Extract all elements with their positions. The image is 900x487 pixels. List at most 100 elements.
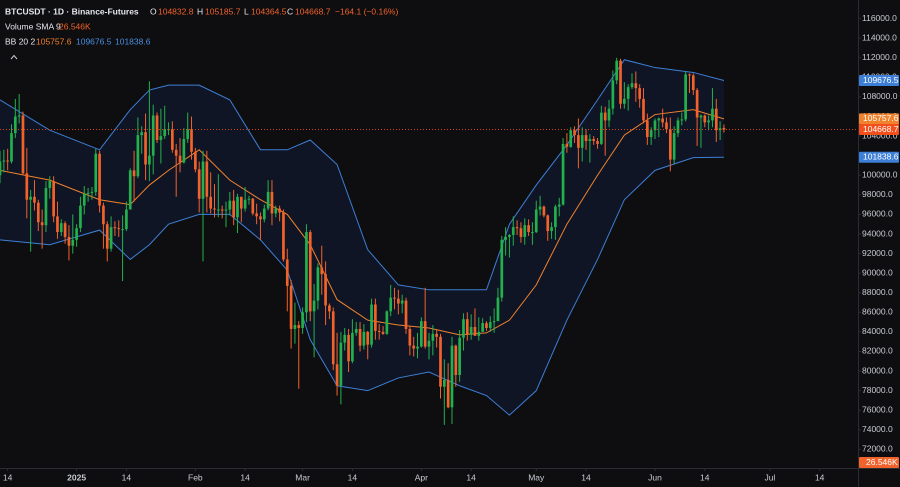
candle-body bbox=[385, 311, 389, 334]
candle-body bbox=[151, 115, 155, 156]
candle-body bbox=[707, 120, 710, 123]
candle-body bbox=[408, 328, 412, 346]
l-label: L bbox=[244, 6, 249, 16]
candle-body bbox=[446, 379, 450, 408]
candle-body bbox=[473, 327, 477, 336]
candle-body bbox=[619, 60, 622, 104]
price-tag-label: 105757.6 bbox=[863, 113, 899, 123]
candle-body bbox=[362, 331, 366, 346]
y-tick-label: 108000.0 bbox=[862, 91, 898, 101]
candle-body bbox=[236, 196, 239, 218]
candle-body bbox=[546, 215, 550, 232]
candle-body bbox=[194, 151, 197, 170]
price-tag bbox=[859, 113, 899, 125]
candle-body bbox=[190, 129, 193, 152]
candle-body bbox=[374, 304, 377, 331]
candle-body bbox=[13, 116, 17, 134]
candle-body bbox=[565, 143, 569, 147]
x-tick-label: 14 bbox=[3, 472, 13, 482]
candle-body bbox=[255, 213, 258, 217]
candle-body bbox=[201, 161, 205, 199]
candle-body bbox=[600, 112, 603, 144]
bb-upper: 109676.5 bbox=[76, 36, 112, 46]
candle-body bbox=[289, 285, 293, 329]
y-tick-label: 96000.0 bbox=[862, 209, 893, 219]
candle-body bbox=[423, 321, 427, 347]
candle-body bbox=[36, 202, 40, 223]
candle-body bbox=[67, 236, 71, 246]
candle-body bbox=[171, 129, 174, 150]
candle-body bbox=[197, 169, 201, 199]
candle-body bbox=[404, 300, 408, 329]
candle-body bbox=[0, 161, 2, 176]
band-line bbox=[0, 109, 725, 336]
candle-body bbox=[239, 196, 243, 209]
candle-body bbox=[714, 108, 718, 131]
candle-body bbox=[580, 135, 584, 148]
candle-body bbox=[630, 83, 634, 88]
candle-body bbox=[102, 205, 105, 225]
candle-body bbox=[109, 227, 113, 249]
candle-body bbox=[492, 321, 496, 323]
y-tick-label: 92000.0 bbox=[862, 248, 893, 258]
x-tick-label: 14 bbox=[815, 472, 825, 482]
candle-body bbox=[48, 181, 52, 188]
y-tick-label: 72000.0 bbox=[862, 444, 893, 454]
candle-body bbox=[79, 205, 82, 229]
price-tag-label: 101838.6 bbox=[863, 152, 899, 162]
candle-body bbox=[607, 108, 611, 121]
x-tick-label: 14 bbox=[240, 472, 250, 482]
candle-body bbox=[301, 312, 304, 328]
collapse-icon[interactable] bbox=[10, 54, 18, 60]
candle-body bbox=[623, 98, 626, 104]
candle-body bbox=[174, 149, 178, 156]
candle-body bbox=[10, 133, 13, 162]
candle-body bbox=[542, 206, 546, 216]
candle-body bbox=[485, 323, 488, 328]
y-tick-label: 116000.0 bbox=[862, 13, 897, 23]
candle-body bbox=[703, 115, 707, 123]
candle-body bbox=[412, 345, 416, 349]
candle-body bbox=[573, 130, 576, 136]
x-tick-label: 2025 bbox=[67, 472, 86, 482]
candle-body bbox=[75, 228, 78, 240]
y-tick-label: 90000.0 bbox=[862, 267, 893, 277]
candle-body bbox=[278, 208, 281, 213]
candle-body bbox=[251, 198, 255, 214]
candle-body bbox=[21, 115, 25, 174]
volume-sma: 26.546K bbox=[59, 21, 91, 31]
candle-body bbox=[584, 135, 588, 141]
candle-body bbox=[86, 192, 90, 194]
candle-body bbox=[688, 74, 691, 76]
candle-body bbox=[33, 196, 36, 203]
candle-body bbox=[519, 228, 523, 237]
x-tick-label: Jul bbox=[764, 472, 775, 482]
candle-body bbox=[282, 212, 285, 260]
bb-lower: 101838.6 bbox=[115, 36, 151, 46]
candle-body bbox=[182, 139, 186, 163]
candle-body bbox=[554, 206, 557, 228]
candle-body bbox=[343, 334, 347, 343]
candle-body bbox=[205, 161, 209, 197]
c-label: C bbox=[287, 6, 293, 16]
y-tick-label: 84000.0 bbox=[862, 326, 893, 336]
candle-body bbox=[163, 129, 167, 137]
y-tick-label: 114000.0 bbox=[862, 32, 897, 42]
x-tick-label: Mar bbox=[295, 472, 310, 482]
candle-body bbox=[515, 227, 519, 229]
candle-body bbox=[121, 229, 124, 231]
price-tag-label: 109676.5 bbox=[863, 75, 899, 85]
change: −164.1 (−0.16%) bbox=[335, 6, 398, 16]
candle-body bbox=[649, 130, 653, 138]
candle-body bbox=[465, 319, 469, 335]
candle-body bbox=[722, 127, 726, 130]
candle-body bbox=[366, 331, 370, 345]
candle-body bbox=[155, 115, 159, 141]
y-tick-label: 112000.0 bbox=[862, 52, 897, 62]
y-tick-label: 78000.0 bbox=[862, 385, 893, 395]
volume-tag-label: 26.546K bbox=[866, 457, 898, 467]
candle-body bbox=[335, 364, 339, 386]
candle-body bbox=[653, 120, 657, 131]
candle-body bbox=[469, 327, 473, 335]
candle-body bbox=[508, 234, 511, 237]
